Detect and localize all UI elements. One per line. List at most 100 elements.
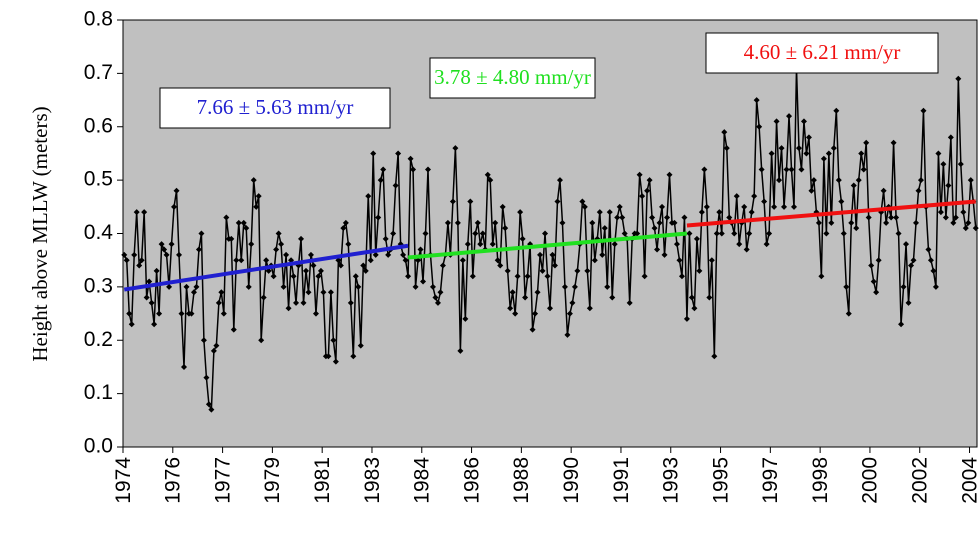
data-marker: [260, 294, 267, 301]
data-marker: [676, 257, 683, 264]
data-marker: [965, 219, 972, 226]
data-marker: [960, 209, 967, 216]
data-marker: [711, 353, 718, 360]
data-marker: [275, 230, 282, 237]
data-marker: [459, 257, 466, 264]
data-marker: [746, 230, 753, 237]
data-marker: [190, 289, 197, 296]
data-marker: [492, 219, 499, 226]
data-marker: [888, 214, 895, 221]
data-marker: [128, 321, 135, 328]
data-marker: [375, 214, 382, 221]
data-marker: [733, 193, 740, 200]
data-marker: [223, 214, 230, 221]
data-marker: [815, 219, 822, 226]
data-marker: [621, 230, 628, 237]
data-marker: [405, 273, 412, 280]
data-marker: [626, 299, 633, 306]
data-marker: [534, 289, 541, 296]
data-marker: [636, 171, 643, 178]
data-marker: [865, 214, 872, 221]
data-marker: [494, 257, 501, 264]
data-marker: [937, 209, 944, 216]
x-tick-label: 1988: [510, 457, 533, 504]
x-tick-label: 1986: [460, 457, 483, 504]
data-marker: [412, 283, 419, 290]
data-marker: [385, 251, 392, 258]
data-marker: [803, 150, 810, 157]
data-marker: [138, 257, 145, 264]
data-marker: [233, 257, 240, 264]
data-marker: [489, 241, 496, 248]
data-marker: [484, 171, 491, 178]
data-marker: [507, 305, 514, 312]
data-marker: [681, 214, 688, 221]
trend-annotation: 3.78 ± 4.80 mm/yr: [434, 65, 591, 89]
data-marker: [210, 347, 217, 354]
data-marker: [151, 321, 158, 328]
data-marker: [434, 299, 441, 306]
x-tick-label: 1983: [361, 457, 384, 504]
data-marker: [141, 209, 148, 216]
data-marker: [183, 283, 190, 290]
data-marker: [477, 241, 484, 248]
data-marker: [683, 315, 690, 322]
data-marker: [161, 246, 168, 253]
data-marker: [298, 235, 305, 242]
data-marker: [967, 177, 974, 184]
data-marker: [773, 118, 780, 125]
data-marker: [913, 219, 919, 226]
data-marker: [158, 241, 165, 248]
data-marker: [228, 235, 235, 242]
data-marker: [908, 262, 915, 269]
data-marker: [168, 241, 175, 248]
data-marker: [163, 251, 170, 258]
data-marker: [798, 166, 805, 173]
data-marker: [748, 209, 755, 216]
data-marker: [659, 203, 666, 210]
data-marker: [464, 241, 471, 248]
data-marker: [718, 230, 725, 237]
data-marker: [452, 145, 459, 152]
data-marker: [285, 305, 292, 312]
data-marker: [561, 283, 568, 290]
data-marker: [263, 257, 270, 264]
data-marker: [551, 262, 558, 269]
data-marker: [153, 267, 160, 274]
x-tick-label: 1981: [311, 457, 334, 504]
data-marker: [604, 283, 611, 290]
data-marker: [278, 241, 285, 248]
data-marker: [723, 145, 730, 152]
data-marker: [195, 246, 202, 253]
data-marker: [639, 193, 646, 200]
data-marker: [731, 230, 738, 237]
data-marker: [337, 262, 344, 269]
y-axis-label: Height above MLLW (meters): [28, 106, 52, 361]
data-marker: [123, 257, 130, 264]
data-marker: [868, 262, 875, 269]
data-marker: [215, 299, 222, 306]
y-tick-label: 0.4: [84, 221, 114, 244]
data-marker: [783, 166, 790, 173]
data-marker: [656, 219, 663, 226]
data-marker: [940, 161, 947, 168]
data-marker: [420, 278, 427, 285]
x-tick-label: 2002: [909, 457, 932, 504]
data-marker: [686, 230, 693, 237]
data-marker: [454, 219, 461, 226]
data-marker: [935, 150, 942, 157]
data-marker: [641, 273, 648, 280]
data-marker: [611, 241, 618, 248]
data-marker: [741, 203, 748, 210]
data-marker: [400, 251, 407, 258]
data-marker: [467, 198, 474, 205]
data-marker: [848, 219, 855, 226]
data-marker: [761, 198, 768, 205]
data-marker: [952, 214, 959, 221]
data-marker: [875, 257, 882, 264]
data-marker: [855, 177, 862, 184]
data-marker: [248, 241, 255, 248]
data-marker: [644, 187, 651, 194]
x-tick-label: 1998: [809, 457, 832, 504]
x-tick-label: 1979: [261, 457, 284, 504]
